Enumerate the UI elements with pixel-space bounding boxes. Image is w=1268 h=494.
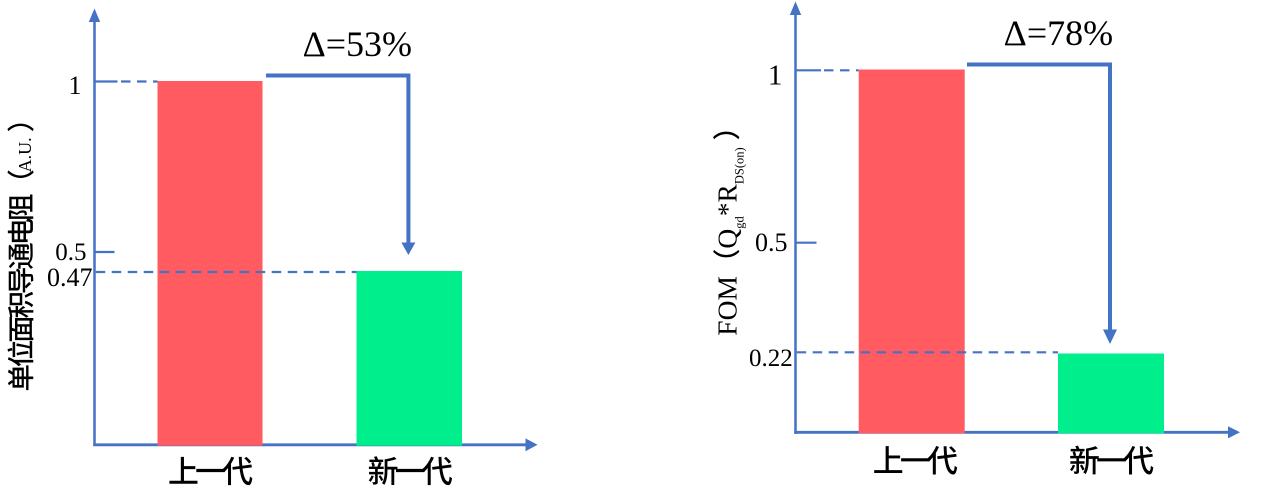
svg-text:A.U.: A.U.: [15, 137, 35, 172]
svg-text:*R: *R: [712, 183, 743, 216]
svg-text:1: 1: [768, 60, 783, 92]
svg-text:Δ=78%: Δ=78%: [1004, 13, 1113, 53]
svg-text:0.5: 0.5: [755, 228, 788, 257]
svg-text:Q: Q: [712, 229, 743, 249]
svg-text:0.5: 0.5: [55, 239, 86, 266]
svg-text:FOM: FOM: [712, 276, 743, 336]
svg-text:0.47: 0.47: [47, 263, 93, 292]
svg-text:gd: gd: [733, 215, 747, 228]
svg-text:DS(on): DS(on): [733, 147, 747, 184]
svg-text:0.22: 0.22: [749, 345, 793, 372]
svg-text:Δ=53%: Δ=53%: [303, 24, 412, 64]
svg-text:1: 1: [69, 71, 82, 100]
